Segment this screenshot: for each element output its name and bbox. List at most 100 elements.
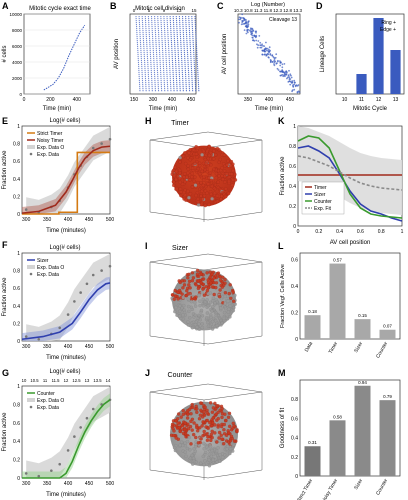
cell (189, 419, 193, 424)
cell (179, 190, 183, 194)
cell (220, 285, 225, 289)
cell (192, 296, 197, 300)
data-point (238, 16, 241, 19)
cell (221, 442, 226, 446)
data-uncertainty-band (26, 253, 110, 341)
y-tick-label: 6000 (12, 44, 23, 49)
x-tick-label: 500 (106, 344, 115, 350)
top-tick-label: 10.5 (30, 378, 39, 383)
cell (217, 430, 222, 435)
data-point (291, 82, 293, 84)
cell (195, 407, 199, 411)
cell (199, 202, 204, 207)
data-point (73, 300, 76, 303)
chart-e: 300 350 400 450 500 0 0.2 0.4 0.6 0.8 1 (13, 124, 114, 223)
plot-frame (21, 125, 111, 215)
cell (216, 425, 220, 429)
cell (193, 313, 197, 317)
y-tick-label: 1 (17, 124, 20, 130)
model-band (22, 140, 110, 214)
y-tick-label: 0.4 (291, 436, 298, 442)
cell (228, 283, 232, 287)
cell (213, 431, 217, 435)
cell (188, 178, 192, 182)
cell (224, 418, 228, 423)
cell (194, 193, 198, 198)
data-point (282, 75, 285, 78)
cell (179, 193, 183, 198)
panel-letter: I (145, 241, 148, 251)
y-axis-label: Fraction active (2, 412, 8, 452)
y-tick-label: 0.2 (13, 321, 20, 327)
cell (197, 426, 202, 430)
y-tick-label: 1 (17, 251, 20, 257)
cell (173, 309, 177, 314)
cell (222, 428, 226, 432)
cell (214, 404, 219, 408)
data-uncertainty-band (26, 386, 110, 478)
y-tick-label: 0.2 (289, 204, 296, 210)
x-tick-label: Noisy Timer (321, 478, 340, 500)
data-point (245, 32, 248, 35)
cell (178, 155, 182, 160)
y-tick-label: 0.8 (13, 402, 20, 408)
x-tick-label: 300 (22, 217, 31, 223)
division-stripe (181, 15, 188, 93)
cell (186, 427, 191, 431)
data-point (263, 48, 266, 50)
y-tick-label: 0.2 (291, 311, 298, 317)
cell (177, 288, 182, 293)
cell (226, 299, 230, 303)
cell (199, 280, 203, 285)
top-tick-label: 12 (64, 378, 69, 383)
cell (200, 153, 204, 157)
cell (201, 161, 206, 166)
bar-value-label: 0.15 (358, 313, 367, 318)
cell (193, 322, 198, 327)
data-point (263, 45, 266, 47)
x-tick-label: Sizer (353, 341, 364, 354)
bar (304, 446, 321, 476)
cell (207, 452, 211, 457)
panel-g: G Log(# cells) 10 10.5 11 11.5 12 12.5 13 13.5 1… (2, 368, 114, 498)
cell (176, 297, 180, 301)
cell (215, 194, 220, 198)
data-uncertainty-band (26, 126, 110, 214)
cell (173, 288, 177, 293)
cell (220, 415, 224, 420)
cell (187, 283, 191, 287)
data-point (290, 74, 292, 77)
y-tick-label: 0.4 (291, 284, 298, 290)
cell (211, 421, 215, 425)
data-point (279, 62, 282, 64)
division-stripe (154, 15, 160, 93)
cell (182, 303, 186, 308)
cell (208, 300, 213, 304)
cell (218, 453, 222, 457)
division-stripe (169, 15, 175, 93)
legend-item: Counter (314, 199, 332, 205)
data-point (73, 435, 76, 438)
cell (192, 179, 196, 183)
cell (185, 439, 190, 444)
cell (211, 406, 216, 410)
cell (228, 164, 233, 168)
cell (194, 435, 198, 440)
series-line (43, 24, 86, 91)
data-point (247, 20, 250, 23)
cell (186, 304, 191, 309)
cell (198, 303, 202, 308)
data-point (253, 34, 256, 37)
panel-letter: K (278, 116, 285, 126)
cell (186, 164, 190, 168)
cell (181, 296, 185, 300)
series-line (22, 151, 110, 215)
bar-value-label: 0.07 (383, 324, 392, 329)
cell (205, 320, 210, 325)
cell (190, 462, 195, 466)
legend: Timer Sizer Counter Exp. Fit (301, 181, 345, 215)
legend-item: Sizer (314, 192, 326, 198)
data-point (245, 19, 248, 21)
top-tick-label: 13.5 (93, 378, 102, 383)
data-point (298, 91, 301, 93)
